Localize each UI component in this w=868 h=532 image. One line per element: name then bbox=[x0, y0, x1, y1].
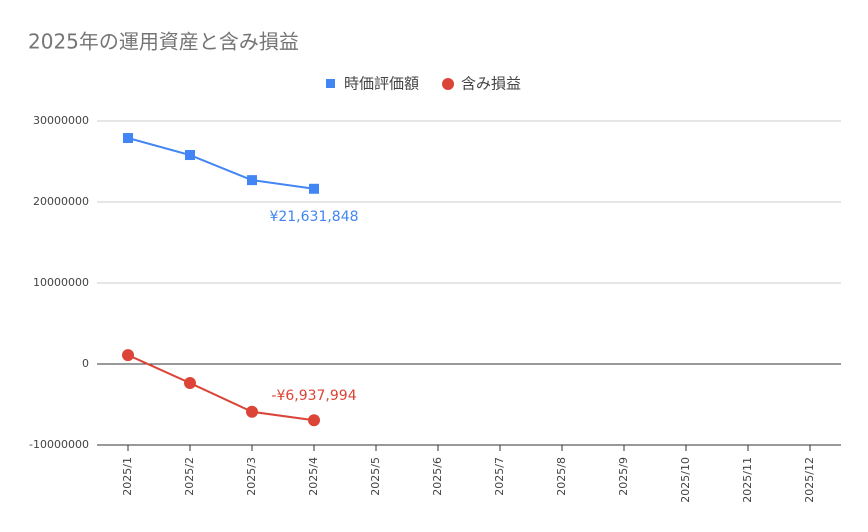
point bbox=[123, 133, 133, 144]
point bbox=[247, 175, 257, 186]
x-tick-label: 2025/2 bbox=[183, 457, 196, 496]
y-tick-label: -10000000 bbox=[29, 438, 89, 451]
point bbox=[246, 405, 258, 418]
y-tick-label: 10000000 bbox=[33, 276, 89, 289]
series-line bbox=[127, 137, 315, 190]
x-tick-label: 2025/4 bbox=[307, 457, 320, 496]
point bbox=[309, 183, 319, 194]
x-tick-label: 2025/6 bbox=[431, 457, 444, 496]
x-tick-label: 2025/9 bbox=[617, 457, 630, 496]
point bbox=[122, 349, 134, 362]
x-tick-label: 2025/7 bbox=[493, 457, 506, 496]
x-tick-label: 2025/1 bbox=[121, 457, 134, 496]
series-line bbox=[127, 354, 315, 422]
y-tick-label: 20000000 bbox=[33, 195, 89, 208]
point bbox=[184, 377, 196, 390]
y-tick-label: 0 bbox=[82, 357, 89, 370]
x-tick-label: 2025/3 bbox=[245, 457, 258, 496]
y-tick-label: 30000000 bbox=[33, 114, 89, 127]
data-label: -¥6,937,994 bbox=[271, 388, 356, 404]
legend-marker bbox=[326, 79, 335, 88]
x-tick-label: 2025/5 bbox=[369, 457, 382, 496]
x-tick-label: 2025/10 bbox=[679, 457, 692, 503]
x-tick-label: 2025/11 bbox=[741, 457, 754, 503]
legend-label: 含み損益 bbox=[461, 75, 521, 93]
chart-title: 2025年の運用資産と含み損益 bbox=[28, 30, 299, 54]
legend-label: 時価評価額 bbox=[344, 75, 419, 93]
point bbox=[185, 150, 195, 161]
x-tick-label: 2025/12 bbox=[803, 457, 816, 503]
point bbox=[308, 414, 320, 427]
data-label: ¥21,631,848 bbox=[269, 209, 358, 225]
legend-marker bbox=[442, 78, 455, 90]
x-tick-label: 2025/8 bbox=[555, 457, 568, 496]
